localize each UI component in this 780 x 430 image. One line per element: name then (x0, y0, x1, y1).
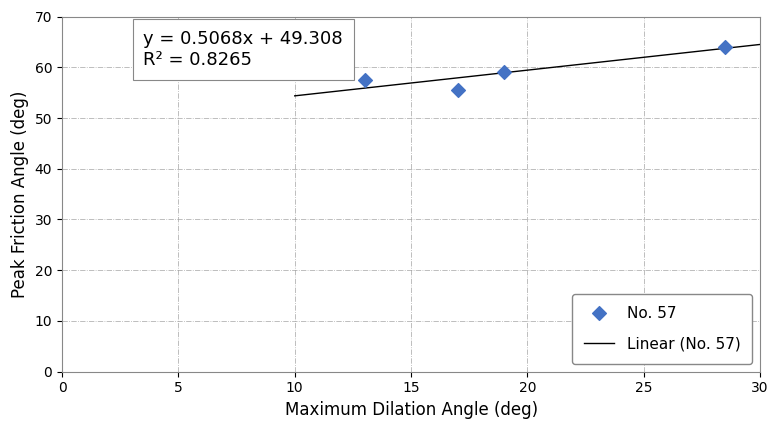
No. 57 (498, 69, 510, 76)
No. 57 (452, 87, 464, 94)
Linear (No. 57) (732, 44, 742, 49)
Linear (No. 57) (756, 42, 765, 47)
Line: Linear (No. 57): Linear (No. 57) (295, 44, 760, 96)
Linear (No. 57) (309, 91, 318, 96)
Linear (No. 57) (716, 46, 725, 52)
No. 57 (358, 77, 370, 83)
Linear (No. 57) (318, 90, 328, 95)
Linear (No. 57) (377, 84, 386, 89)
Legend: No. 57, Linear (No. 57): No. 57, Linear (No. 57) (572, 294, 753, 364)
X-axis label: Maximum Dilation Angle (deg): Maximum Dilation Angle (deg) (285, 401, 537, 419)
Linear (No. 57) (290, 93, 300, 98)
Linear (No. 57) (414, 80, 424, 85)
Y-axis label: Peak Friction Angle (deg): Peak Friction Angle (deg) (11, 90, 29, 298)
No. 57 (719, 43, 732, 50)
Text: y = 0.5068x + 49.308
R² = 0.8265: y = 0.5068x + 49.308 R² = 0.8265 (144, 30, 343, 69)
